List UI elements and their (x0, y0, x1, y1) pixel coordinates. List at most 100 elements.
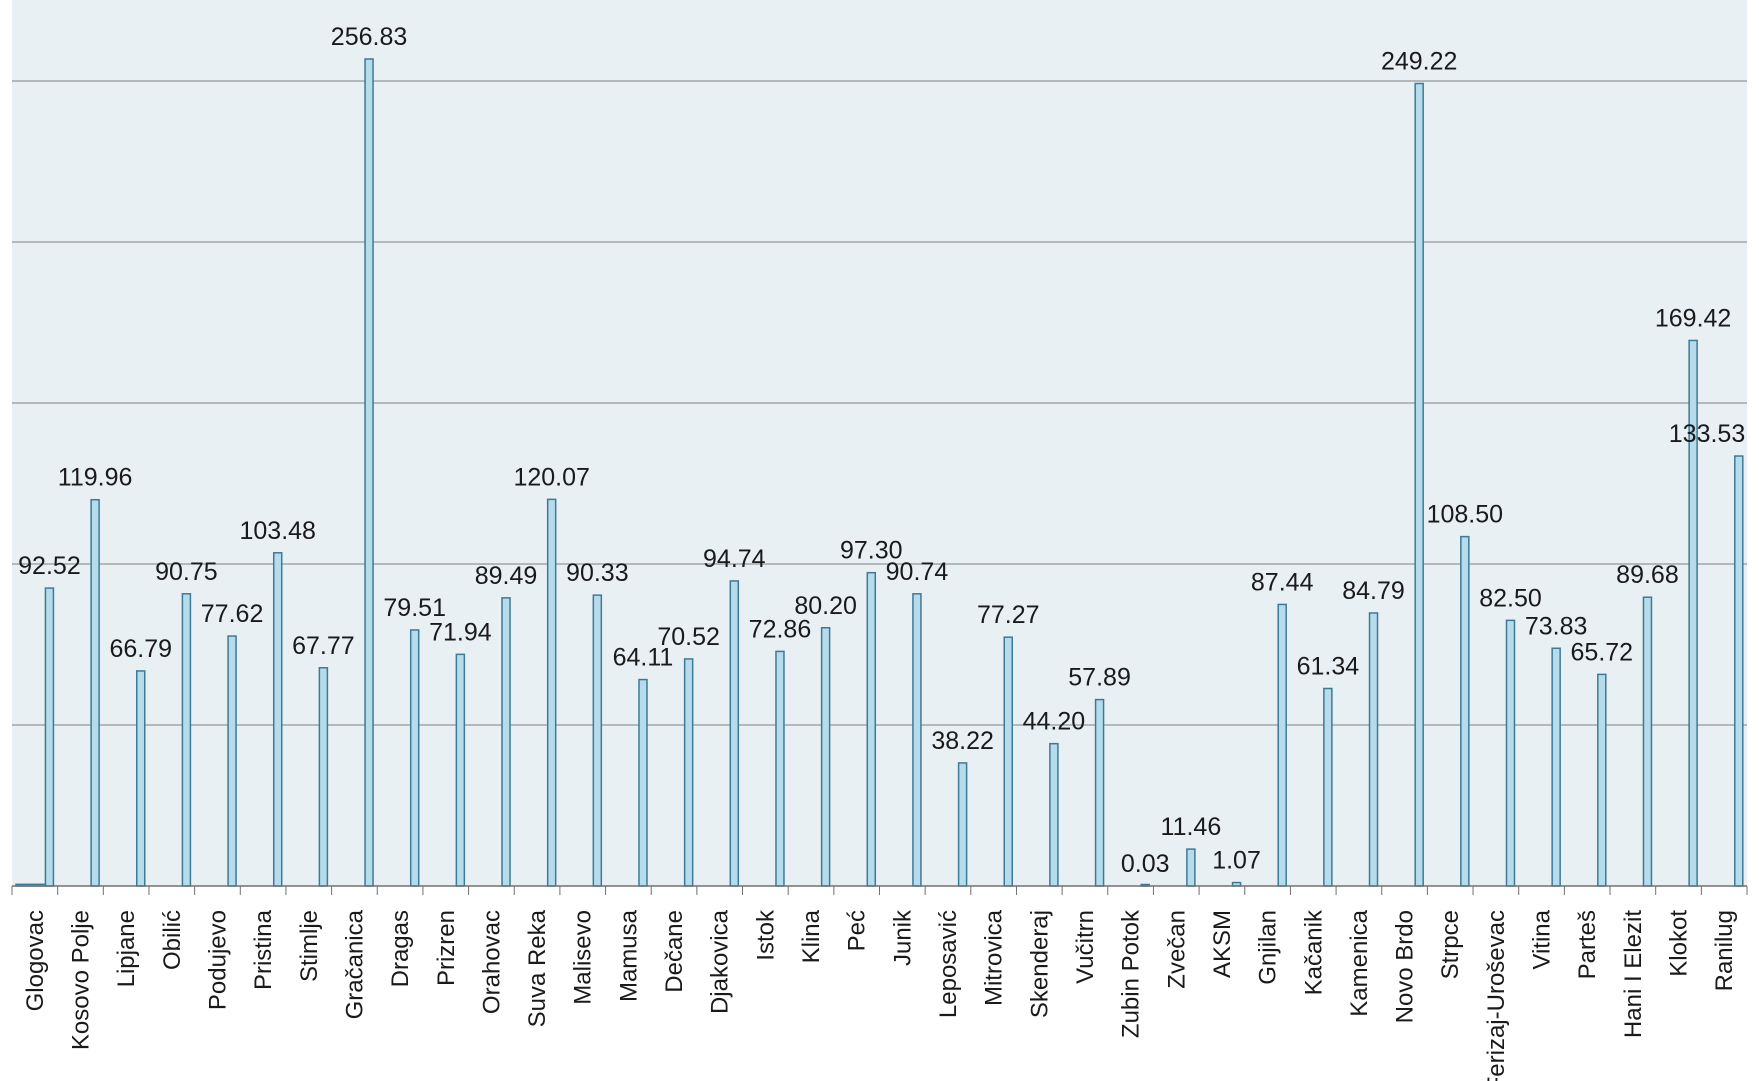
value-label-glogovac: 92.52 (18, 552, 81, 580)
value-label-ranilug: 133.53 (1669, 420, 1745, 448)
value-label-kamenica: 84.79 (1342, 577, 1405, 605)
value-label-mitrovica: 77.27 (977, 601, 1040, 629)
value-label-klokot: 169.42 (1655, 304, 1731, 332)
bar-pe- (866, 571, 877, 887)
category-label-gnjilan: Gnjilan (1255, 910, 1282, 985)
bar-djakovica (729, 580, 740, 887)
x-ticks (11, 886, 1748, 895)
category-label-novo-brdo: Novo Brdo (1392, 910, 1419, 1023)
category-label-vitina: Vitina (1529, 909, 1556, 969)
value-label-zve-an: 11.46 (1161, 813, 1222, 841)
bar-kosovo-polje (90, 498, 100, 887)
value-label-hani-i-elezit: 89.68 (1616, 561, 1679, 589)
value-label-mamusa: 64.11 (613, 644, 674, 672)
category-label-lipjane: Lipjane (113, 910, 140, 987)
value-labels: 92.52 119.96 66.79 90.75 77.62 103.48 67.77 256… (18, 23, 1745, 878)
bar-lipjane (136, 670, 146, 887)
value-label-zubin-potok: 0.03 (1121, 850, 1170, 878)
bar-de-ane (683, 658, 694, 887)
category-label-zubin-potok: Zubin Potok (1118, 909, 1145, 1038)
category-label-parte-: Parteš (1574, 910, 1601, 979)
category-label-mamusa: Mamusa (615, 909, 642, 1002)
value-label-pristina: 103.48 (239, 517, 315, 545)
value-label-pe-: 97.30 (840, 537, 903, 565)
bar-kamenica (1368, 612, 1379, 887)
category-label-istok: Istok (752, 909, 779, 961)
bar-mamusa (638, 678, 648, 887)
category-label-stimlje: Stimlje (296, 910, 323, 982)
value-label-podujevo: 77.62 (201, 600, 264, 628)
category-label-strpce: Strpce (1437, 910, 1464, 979)
value-label-orahovac: 89.49 (475, 562, 538, 590)
bar-vu-itrn (1094, 698, 1105, 887)
category-label-pe-: Peć (844, 910, 871, 951)
category-label-de-ane: Dečane (661, 910, 688, 993)
value-label-parte-: 65.72 (1571, 638, 1634, 666)
value-label-malisevo: 90.33 (566, 559, 629, 587)
bar-obili- (181, 593, 192, 887)
category-label-leposavi-: Leposavić (935, 910, 962, 1018)
value-label-gnjilan: 87.44 (1251, 568, 1314, 596)
plot-background (12, 0, 1747, 886)
bar-strpce (1460, 535, 1470, 887)
bar-ferizaj-uro-evac (1505, 619, 1516, 887)
bar-stimlje (318, 667, 329, 887)
category-label-klokot: Klokot (1666, 910, 1693, 977)
value-label-dragas: 79.51 (383, 594, 446, 622)
category-label-obili-: Obilić (159, 910, 186, 970)
bar-leposavi- (957, 762, 968, 887)
category-label-junik: Junik (889, 909, 916, 966)
category-label-hani-i-elezit: Hani I Elezit (1620, 910, 1647, 1038)
category-labels: Glogovac Kosovo Polje Lipjane Obilić Podujev… (22, 909, 1738, 1081)
value-label-novo-brdo: 249.22 (1381, 48, 1457, 76)
value-label-klina: 80.20 (794, 592, 857, 620)
value-label-de-ane: 70.52 (657, 623, 720, 651)
category-label-suva-reka: Suva Reka (524, 909, 551, 1027)
bar-malisevo (592, 594, 603, 887)
bar-podujevo (227, 635, 237, 887)
bar-mitrovica (1003, 636, 1014, 887)
value-label-ka-anik: 61.34 (1297, 652, 1360, 680)
gridlines (12, 80, 1747, 726)
category-label-klina: Klina (798, 909, 825, 963)
category-label-dragas: Dragas (387, 910, 414, 987)
bar-glogovac-main (44, 587, 55, 887)
bar-gnjilan (1277, 603, 1287, 887)
category-label-prizren: Prizren (433, 910, 460, 986)
bar-suva-reka (546, 498, 557, 887)
value-label-kosovo-polje: 119.96 (58, 464, 133, 492)
value-label-stimlje: 67.77 (292, 632, 355, 660)
bar-istok (775, 650, 785, 887)
bar-junik (912, 593, 922, 887)
value-label-leposavi-: 38.22 (931, 727, 994, 755)
value-label-lipjane: 66.79 (109, 635, 172, 663)
bar-klina (820, 627, 831, 887)
category-label-glogovac: Glogovac (22, 910, 49, 1011)
category-label-vu-itrn: Vučitrn (1072, 910, 1099, 984)
bar-orahovac (501, 597, 511, 887)
bar-ranilug (1734, 455, 1744, 887)
value-label-obili-: 90.75 (155, 558, 218, 586)
bar-skenderaj (1049, 742, 1059, 887)
value-label-djakovica: 94.74 (703, 545, 766, 573)
bar-novo-brdo (1414, 82, 1424, 887)
value-label-skenderaj: 44.20 (1023, 708, 1086, 736)
category-label-pristina: Pristina (250, 909, 277, 990)
bar-vitina (1551, 647, 1561, 887)
value-label-suva-reka: 120.07 (513, 463, 589, 491)
category-label-podujevo: Podujevo (204, 910, 231, 1010)
bar-pristina (272, 552, 283, 887)
bars (15, 58, 1744, 887)
value-label-vitina: 73.83 (1525, 612, 1588, 640)
bar-gra-anica (364, 58, 374, 887)
category-label-ranilug: Ranilug (1711, 910, 1738, 991)
value-label-aksm: 1.07 (1212, 847, 1261, 875)
category-label-gra-anica: Gračanica (341, 909, 368, 1019)
value-label-prizren: 71.94 (429, 618, 492, 646)
category-label-ka-anik: Kačanik (1300, 909, 1327, 995)
category-label-mitrovica: Mitrovica (981, 909, 1008, 1006)
bar-parte- (1597, 673, 1607, 887)
bar-dragas (409, 629, 420, 887)
category-label-orahovac: Orahovac (478, 910, 505, 1014)
